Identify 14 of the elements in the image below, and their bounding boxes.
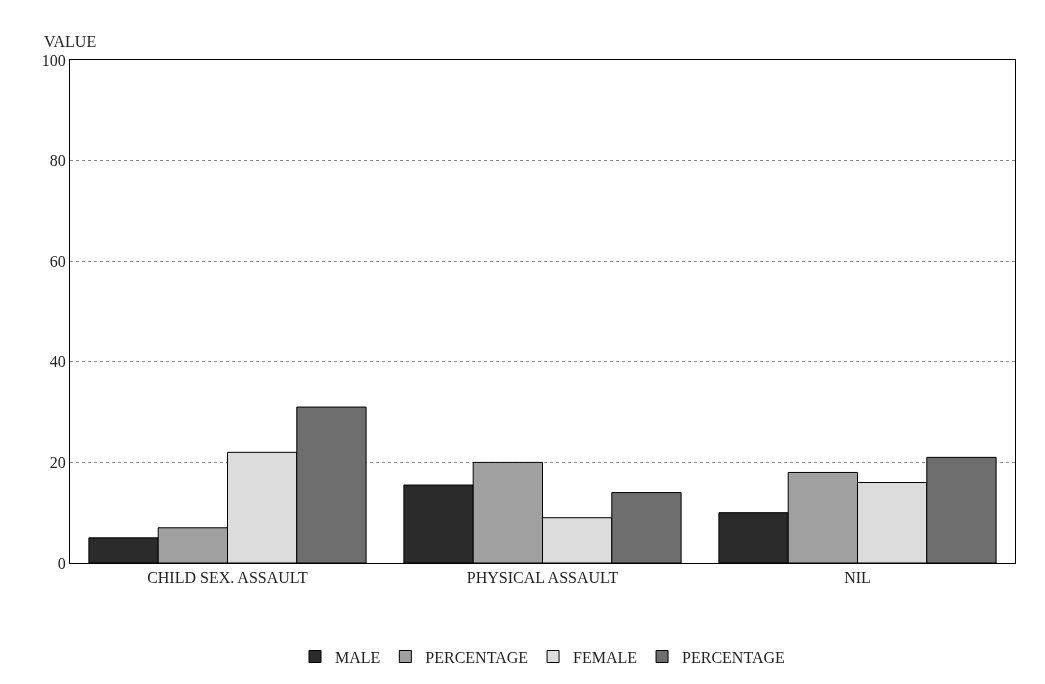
y-tick-label: 0 (57, 554, 66, 572)
legend-label: PERCENTAGE (682, 648, 785, 666)
y-tick-label: 100 (41, 51, 66, 69)
y-tick-label: 60 (49, 252, 66, 270)
legend-label: PERCENTAGE (425, 648, 529, 666)
x-tick-label: PHYSICAL ASSAULT (466, 569, 619, 587)
y-tick-label: 80 (49, 152, 66, 170)
legend-label: FEMALE (573, 648, 638, 666)
y-axis-title: VALUE (44, 33, 97, 50)
y-tick-label: 20 (49, 454, 66, 471)
y-tick-label: 40 (49, 353, 66, 371)
x-tick-label: NIL (844, 569, 871, 587)
legend-label: MALE (335, 648, 381, 666)
x-tick-label: CHILD SEX. ASSAULT (147, 569, 309, 587)
